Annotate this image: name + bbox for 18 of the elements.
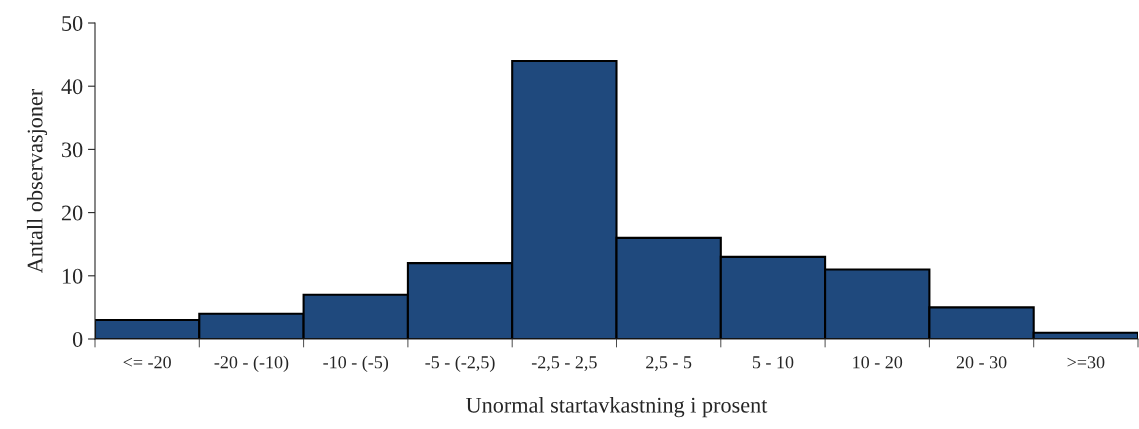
x-axis-title: Unormal startavkastning i prosent xyxy=(466,397,768,418)
x-tick-label: -5 - (-2,5) xyxy=(425,355,495,373)
y-tick-label: 10 xyxy=(62,268,83,284)
x-tick-label: -10 - (-5) xyxy=(323,355,389,373)
x-tick-label: >=30 xyxy=(1067,356,1105,369)
y-tick-label: 20 xyxy=(61,205,83,221)
x-tick-label: 10 - 20 xyxy=(853,356,903,369)
x-tick-label: -20 - (-10) xyxy=(214,355,289,373)
y-tick-label: 40 xyxy=(61,79,83,95)
x-tick-label: 20 - 30 xyxy=(956,356,1007,369)
x-tick-label: 2,5 - 5 xyxy=(646,356,692,371)
y-axis-title: Antall observasjoner xyxy=(26,88,48,274)
y-tick-label: 0 xyxy=(72,331,83,347)
x-tick-label: -2,5 - 2,5 xyxy=(531,356,597,371)
y-tick-label: 50 xyxy=(62,15,83,31)
x-tick-label: <= -20 xyxy=(123,356,171,369)
x-tick-label: 5 - 10 xyxy=(752,356,794,369)
y-tick-label: 30 xyxy=(62,142,83,158)
